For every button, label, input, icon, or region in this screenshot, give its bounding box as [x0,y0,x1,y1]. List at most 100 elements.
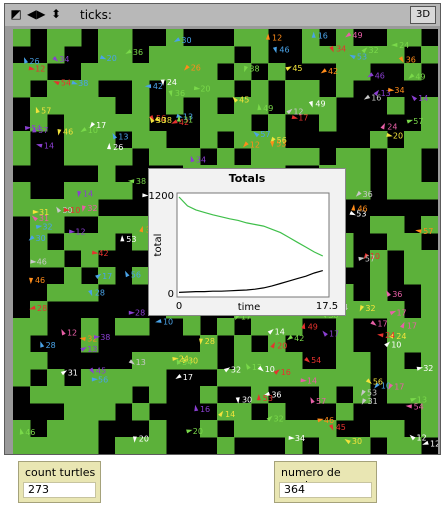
turtle [60,370,68,376]
turtle-energy-label: 36 [175,89,185,98]
turtle-energy-label: 17 [377,319,387,328]
series-line-1 [178,196,324,257]
turtle [160,79,165,86]
arrows-horizontal-icon[interactable]: ◀▶ [27,7,46,21]
grass-patch [98,386,116,404]
grass-patch [115,63,133,81]
turtle [317,418,324,423]
turtle-energy-label: 32 [42,223,52,232]
grass-patch [64,420,82,438]
grass-patch [336,63,354,81]
turtle [256,394,261,401]
plot-title: Totals [228,172,266,185]
turtle [405,404,412,409]
turtle-energy-label: 53 [263,394,273,403]
grass-patch [251,386,269,404]
turtle [380,123,385,130]
grass-patch [30,437,48,454]
view-toolbar: ◩ ◀▶ ⬍ ticks: 3D [5,4,440,26]
grass-patch [421,420,438,438]
ticks-label: ticks: [80,8,112,22]
grass-patch [149,46,167,64]
grass-patch [200,131,218,149]
turtle-energy-label: 42 [153,82,163,91]
turtle-energy-label: 54 [311,356,321,365]
turtle [265,33,270,40]
grass-patch [47,216,65,234]
grass-patch [81,199,99,217]
turtle [266,415,273,422]
resize-icon[interactable]: ◩ [10,7,22,21]
grass-patch [183,352,201,370]
numero-de-parches-monitor: numero de parches 364 [274,461,377,503]
turtle-energy-label: 34 [196,156,206,165]
turtle-energy-label: 54 [61,79,71,88]
turtle-energy-label: 49 [308,322,318,331]
turtle [28,235,35,241]
turtle-energy-label: 10 [370,252,380,261]
grass-patch [404,369,422,387]
grass-patch [81,63,99,81]
grass-patch [81,250,99,268]
turtle [286,108,293,115]
turtle [194,404,199,412]
grass-patch [387,420,405,438]
grass-patch [336,148,354,166]
turtle [120,235,125,242]
turtle [358,256,365,261]
grass-patch [404,131,422,149]
grass-patch [285,437,303,454]
grass-patch [421,369,438,387]
turtle [365,378,372,384]
3d-button[interactable]: 3D [410,6,436,24]
grass-patch [319,97,337,115]
turtle [370,320,377,326]
turtle-energy-label: 31 [68,368,78,377]
grass-patch [98,46,116,64]
grass-patch [404,182,422,200]
grass-patch [421,301,438,319]
turtle-energy-label: 16 [200,405,210,414]
grass-patch [217,114,235,132]
turtle-energy-label: 17 [407,322,417,331]
turtle-energy-label: 13 [136,358,146,367]
grass-patch [166,29,184,47]
turtle [184,64,190,71]
turtle [398,56,404,63]
turtle-energy-label: 10 [391,340,401,349]
grass-patch [302,148,320,166]
turtle-energy-label: 34 [394,86,404,95]
turtle [355,190,362,197]
turtle-energy-label: 14 [418,94,428,103]
turtle [257,365,264,372]
grass-patch [421,131,438,149]
turtle [388,87,395,92]
grass-patch [166,148,184,166]
grass-patch [268,369,286,387]
turtle-energy-label: 17 [96,121,106,130]
turtle [176,358,181,365]
turtle [310,397,315,404]
grass-patch [319,46,337,64]
turtle-energy-label: 20 [107,54,117,63]
turtle [19,428,24,435]
grass-patch [200,335,218,353]
grass-patch [47,386,65,404]
grass-patch [115,216,133,234]
turtle-energy-label: 17 [394,382,404,391]
turtle [139,225,143,233]
turtle [61,329,66,336]
turtle [182,356,187,364]
turtle [81,205,86,212]
grass-patch [234,97,252,115]
grass-patch [30,352,48,370]
grass-patch [64,403,82,421]
grass-patch [98,131,116,149]
grass-patch [166,63,184,81]
turtle [363,253,369,260]
arrows-vertical-icon[interactable]: ⬍ [50,7,62,21]
grass-patch [421,216,438,234]
grass-patch [47,420,65,438]
grass-patch [132,97,150,115]
turtle [93,335,101,340]
